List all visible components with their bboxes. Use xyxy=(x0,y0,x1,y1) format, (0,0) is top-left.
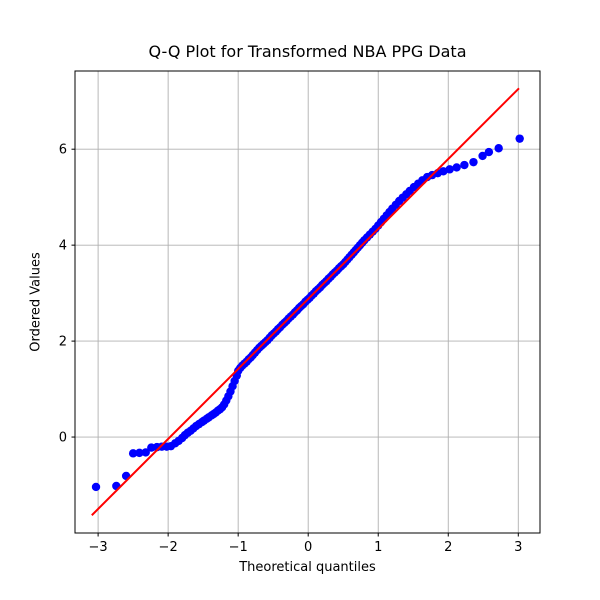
data-point xyxy=(460,160,469,170)
x-tick-label: 2 xyxy=(444,540,452,555)
data-point xyxy=(128,449,138,458)
data-point xyxy=(452,163,461,172)
y-tick-label: 0 xyxy=(59,431,67,446)
data-point xyxy=(469,157,478,167)
data-point xyxy=(439,167,448,176)
y-tick-label: 4 xyxy=(59,239,67,254)
data-point xyxy=(91,482,101,492)
x-tick-label: −1 xyxy=(229,540,248,555)
x-tick-label: 1 xyxy=(374,540,382,555)
y-tick-label: 6 xyxy=(59,143,67,158)
y-axis-label: Ordered Values xyxy=(28,252,44,352)
data-point xyxy=(494,144,503,153)
x-axis-label: Theoretical quantiles xyxy=(239,560,376,575)
fit-line xyxy=(91,87,520,516)
y-tick-label: 2 xyxy=(59,335,67,350)
x-tick-label: 3 xyxy=(514,540,522,555)
x-tick-label: −3 xyxy=(89,540,108,555)
data-point xyxy=(141,448,150,457)
data-point xyxy=(445,165,454,174)
data-point xyxy=(515,134,524,143)
data-point xyxy=(135,448,144,458)
x-tick-label: 0 xyxy=(304,540,312,555)
data-point xyxy=(484,147,494,157)
data-point xyxy=(478,151,487,161)
chart-title: Q-Q Plot for Transformed NBA PPG Data xyxy=(148,42,467,61)
x-tick-label: −2 xyxy=(159,540,178,555)
axes-border xyxy=(74,70,541,534)
